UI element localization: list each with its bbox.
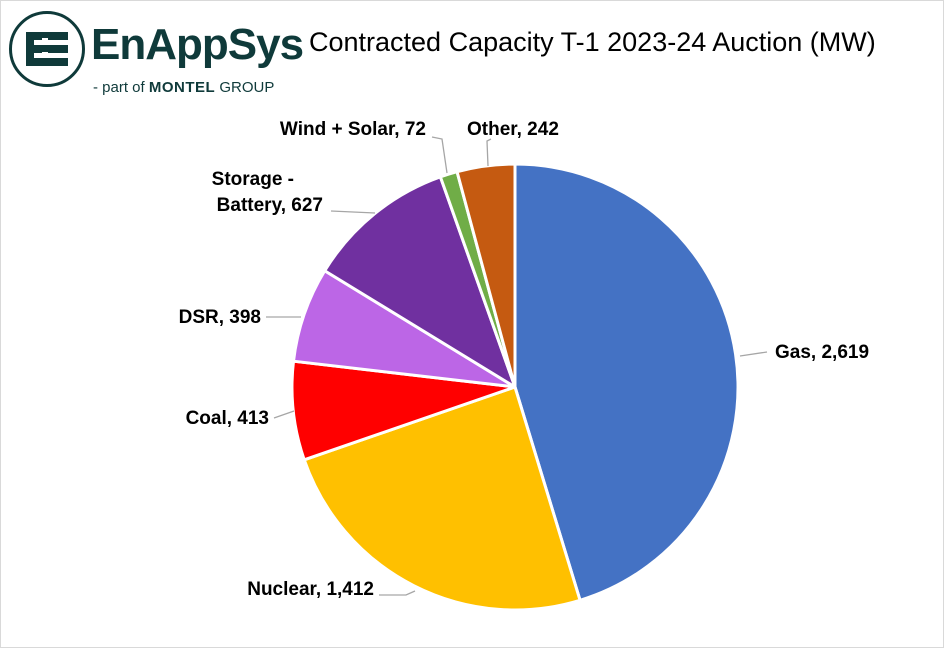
tagline-suffix: GROUP	[215, 79, 275, 96]
pie-slices	[290, 162, 740, 612]
data-label: Coal, 413	[186, 408, 269, 429]
leader-lines	[266, 136, 768, 596]
pie-slice-nuclear	[302, 385, 582, 612]
pie-slice-storage-battery	[323, 175, 517, 389]
leader-line	[486, 138, 492, 167]
enappsys-logo: EnAppSys - part of MONTEL GROUP	[7, 9, 307, 101]
pie-slice-gas	[513, 162, 740, 602]
data-label: Nuclear, 1,412	[247, 579, 374, 600]
data-label: Other, 242	[467, 119, 559, 140]
leader-line	[273, 410, 295, 419]
data-label-line: Storage -	[212, 169, 294, 190]
data-label-line: Battery, 627	[217, 195, 323, 216]
data-label: Storage - Battery, 627	[212, 169, 323, 216]
tagline-strong: MONTEL	[148, 79, 216, 96]
leader-line	[379, 590, 416, 596]
logo-brand-name: EnAppSys	[91, 20, 304, 69]
chart-title: Contracted Capacity T-1 2023-24 Auction …	[309, 27, 876, 57]
leader-line	[739, 351, 768, 357]
data-label: Wind + Solar, 72	[280, 119, 426, 140]
tagline-prefix: - part of	[93, 79, 149, 96]
logo-emblem	[9, 11, 85, 87]
data-labels: Gas, 2,619 Nuclear, 1,412 Coal, 413 DSR, 39…	[179, 119, 869, 600]
data-label: DSR, 398	[179, 307, 261, 328]
logo-tagline: - part of MONTEL GROUP	[93, 79, 274, 96]
pie-slice-other	[455, 162, 517, 389]
leader-line	[330, 210, 376, 214]
leader-line	[431, 136, 448, 174]
data-label: Gas, 2,619	[775, 342, 869, 363]
